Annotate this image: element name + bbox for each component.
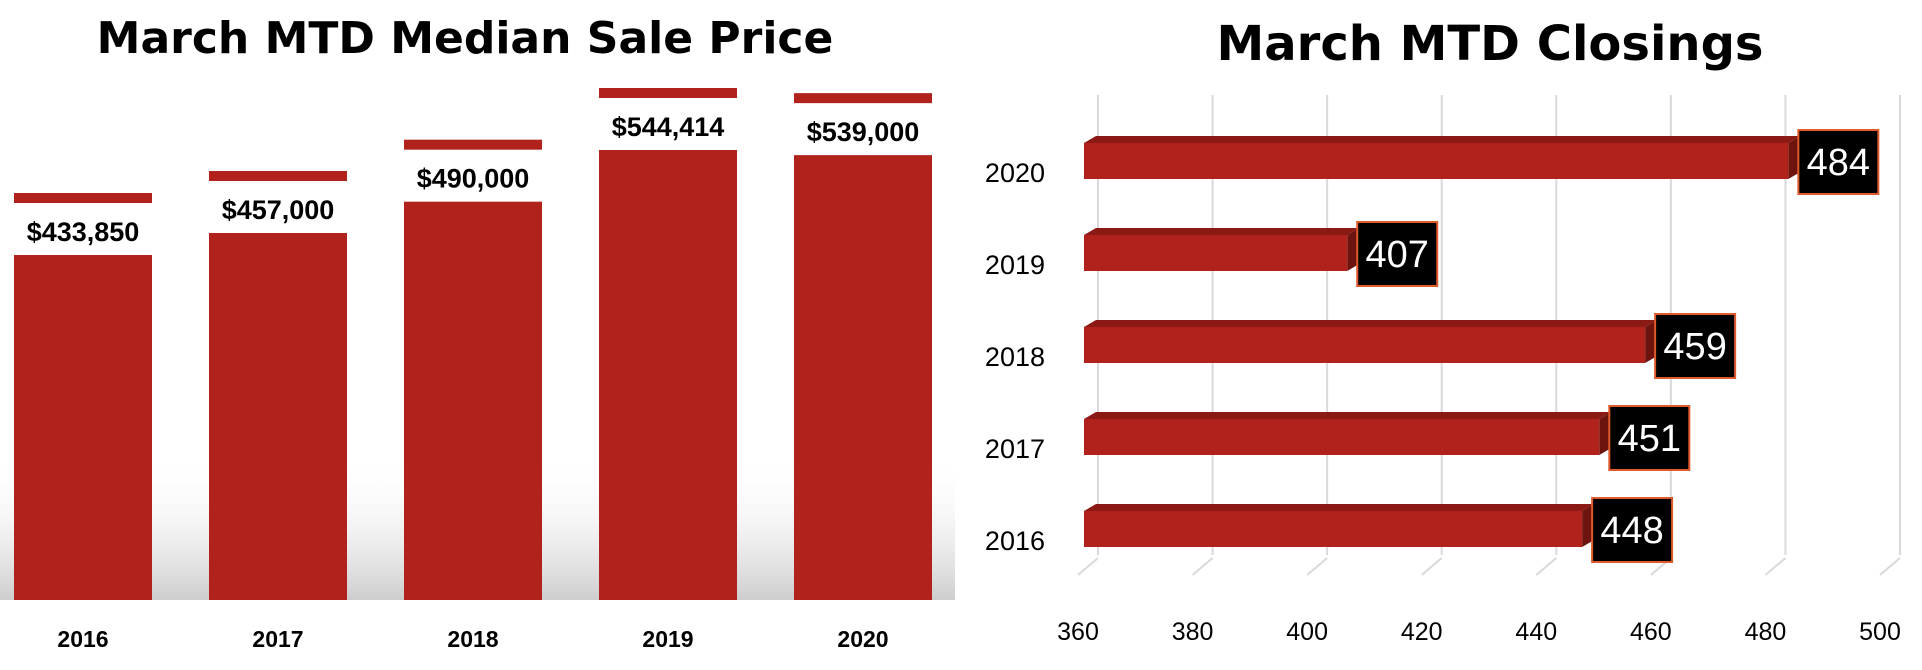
category-label-2018: 2018	[447, 626, 498, 652]
value-box-2016	[1591, 497, 1674, 563]
value-label-2016: $433,850	[27, 217, 140, 247]
category-label-2019: 2019	[642, 626, 693, 652]
value-label-2019: 407	[1366, 234, 1429, 276]
bar-top-2016	[1084, 504, 1595, 511]
x-tick-label-480: 480	[1745, 618, 1787, 646]
bar-cap-2019	[599, 88, 737, 98]
category-label-2016: 2016	[985, 526, 1045, 556]
x-tick-label-500: 500	[1859, 618, 1901, 646]
value-label-2017: 451	[1618, 418, 1681, 460]
value-box-2017	[1608, 405, 1691, 471]
bar-2016	[14, 255, 152, 600]
bar-top-2020	[1084, 136, 1801, 143]
value-label-2018: 459	[1663, 326, 1726, 368]
floor-tick-440	[1535, 557, 1557, 576]
bar-2017	[209, 233, 347, 600]
value-label-2016: 448	[1600, 510, 1663, 552]
bar-end-2020	[1788, 136, 1801, 179]
bar-top-2018	[1084, 320, 1658, 327]
bar-2016	[1084, 511, 1583, 547]
bar-cap-2017	[209, 171, 347, 182]
bar-2020	[1084, 143, 1789, 179]
value-label-2020: 484	[1807, 142, 1870, 184]
floor-tick-380	[1191, 557, 1214, 576]
bar-cap-2016	[14, 193, 152, 203]
floor-tick-500	[1879, 557, 1901, 576]
category-label-2017: 2017	[252, 626, 303, 652]
median-sale-price-chart: March MTD Median Sale Price $433,850 2016…	[0, 0, 960, 666]
category-label-2016: 2016	[57, 626, 108, 652]
closings-svg: March MTD Closings 360 380 400 420 440 460 480…	[985, 16, 1901, 646]
floor-tick-480	[1764, 557, 1787, 576]
value-label-2019: $544,414	[612, 112, 725, 142]
closings-chart: March MTD Closings 360 380 400 420 440 460 480…	[960, 0, 1922, 666]
x-tick-label-400: 400	[1286, 618, 1328, 646]
value-box-2020	[1797, 129, 1880, 195]
median-sale-price-title: March MTD Median Sale Price	[97, 13, 834, 64]
floor-tick-400	[1306, 557, 1328, 576]
category-label-2018: 2018	[985, 342, 1045, 372]
bar-2017	[1084, 419, 1600, 455]
value-box-2019	[1356, 221, 1439, 287]
closings-title: March MTD Closings	[1216, 16, 1763, 72]
x-tick-label-380: 380	[1172, 618, 1214, 646]
value-label-2018: $490,000	[417, 164, 530, 194]
bar-2019	[1084, 235, 1348, 271]
floor-tick-420	[1421, 557, 1443, 576]
bar-top-2019	[1084, 228, 1360, 235]
x-tick-label-360: 360	[1057, 618, 1099, 646]
bar-2019	[599, 150, 737, 600]
bar-cap-2018	[404, 139, 542, 150]
value-label-2017: $457,000	[222, 195, 335, 225]
category-label-2019: 2019	[985, 250, 1045, 280]
floor-tick-360	[1077, 557, 1099, 576]
category-label-2020: 2020	[837, 626, 888, 652]
bar-cap-2020	[794, 93, 932, 104]
bar-2018	[1084, 327, 1646, 363]
bar-2018	[404, 201, 542, 601]
x-tick-label-460: 460	[1630, 618, 1672, 646]
x-tick-label-440: 440	[1515, 618, 1557, 646]
value-box-2018	[1654, 313, 1737, 379]
median-sale-price-svg: March MTD Median Sale Price $433,850 2016…	[0, 13, 955, 652]
category-label-2020: 2020	[985, 158, 1045, 188]
value-label-2020: $539,000	[807, 117, 920, 147]
bar-2020	[794, 155, 932, 600]
category-label-2017: 2017	[985, 434, 1045, 464]
x-tick-label-420: 420	[1401, 618, 1443, 646]
bar-top-2017	[1084, 412, 1612, 419]
